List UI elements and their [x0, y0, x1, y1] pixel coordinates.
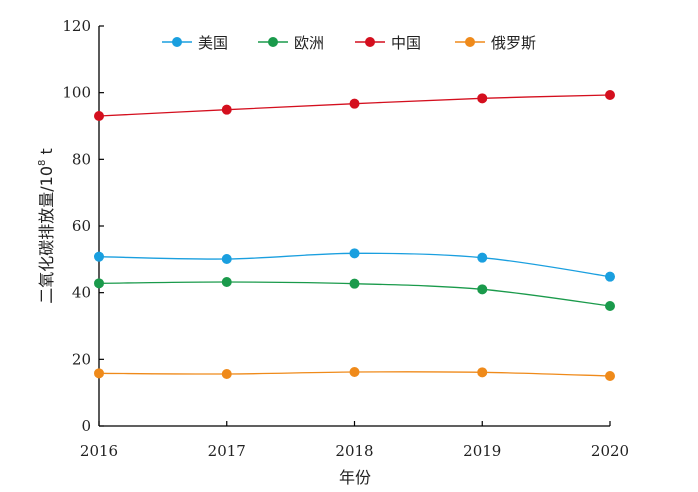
- y-tick-label: 20: [72, 350, 91, 368]
- x-tick-label: 2017: [208, 442, 246, 460]
- data-point: [349, 98, 360, 109]
- data-point: [349, 367, 360, 377]
- data-point: [221, 277, 232, 287]
- y-tick-label: 40: [72, 284, 91, 302]
- chart-axes: 0 20 40 60 80 100 120 2016 2017 2018 2019 2020: [62, 17, 629, 460]
- data-point: [94, 368, 104, 379]
- data-point: [349, 248, 360, 259]
- series-lines: [98, 94, 611, 377]
- legend-marker: [465, 37, 475, 47]
- data-point: [94, 278, 104, 289]
- legend-marker: [172, 37, 182, 47]
- x-tick-label: 2019: [463, 442, 501, 460]
- data-point: [221, 369, 232, 379]
- data-point: [94, 251, 104, 262]
- legend-marker: [268, 37, 278, 47]
- data-point: [605, 371, 615, 381]
- data-point: [94, 111, 104, 121]
- data-point: [349, 278, 360, 289]
- legend-label: 中国: [391, 34, 421, 52]
- data-point: [221, 254, 232, 264]
- x-tick-label: 2018: [335, 442, 373, 460]
- y-tick-label: 0: [81, 417, 91, 435]
- data-point: [477, 284, 488, 295]
- x-tick-label: 2020: [591, 442, 629, 460]
- y-axis-title-main: 二氧化碳排放量/10: [37, 166, 56, 304]
- y-axis-title-exponent: 8: [37, 160, 48, 166]
- data-point: [477, 252, 488, 263]
- data-point: [221, 104, 232, 115]
- data-point: [477, 93, 488, 104]
- y-axis-title: 二氧化碳排放量/108 t: [37, 148, 56, 304]
- y-tick-label: 100: [62, 84, 91, 102]
- data-point: [477, 367, 488, 378]
- x-tick-label: 2016: [80, 442, 118, 460]
- y-tick-label: 120: [62, 17, 91, 35]
- data-point: [605, 301, 615, 311]
- legend-label: 美国: [198, 34, 228, 52]
- series-points: [94, 90, 615, 381]
- data-point: [605, 90, 615, 100]
- y-tick-label: 60: [72, 217, 91, 235]
- legend-marker: [365, 37, 375, 47]
- y-tick-label: 80: [72, 150, 91, 168]
- legend-label: 俄罗斯: [491, 34, 536, 52]
- legend-label: 欧洲: [294, 34, 324, 52]
- x-axis-title: 年份: [339, 468, 371, 487]
- data-point: [605, 271, 615, 282]
- y-axis-title-unit: t: [37, 148, 56, 159]
- legend: 美国 欧洲 中国 俄罗斯: [162, 34, 536, 52]
